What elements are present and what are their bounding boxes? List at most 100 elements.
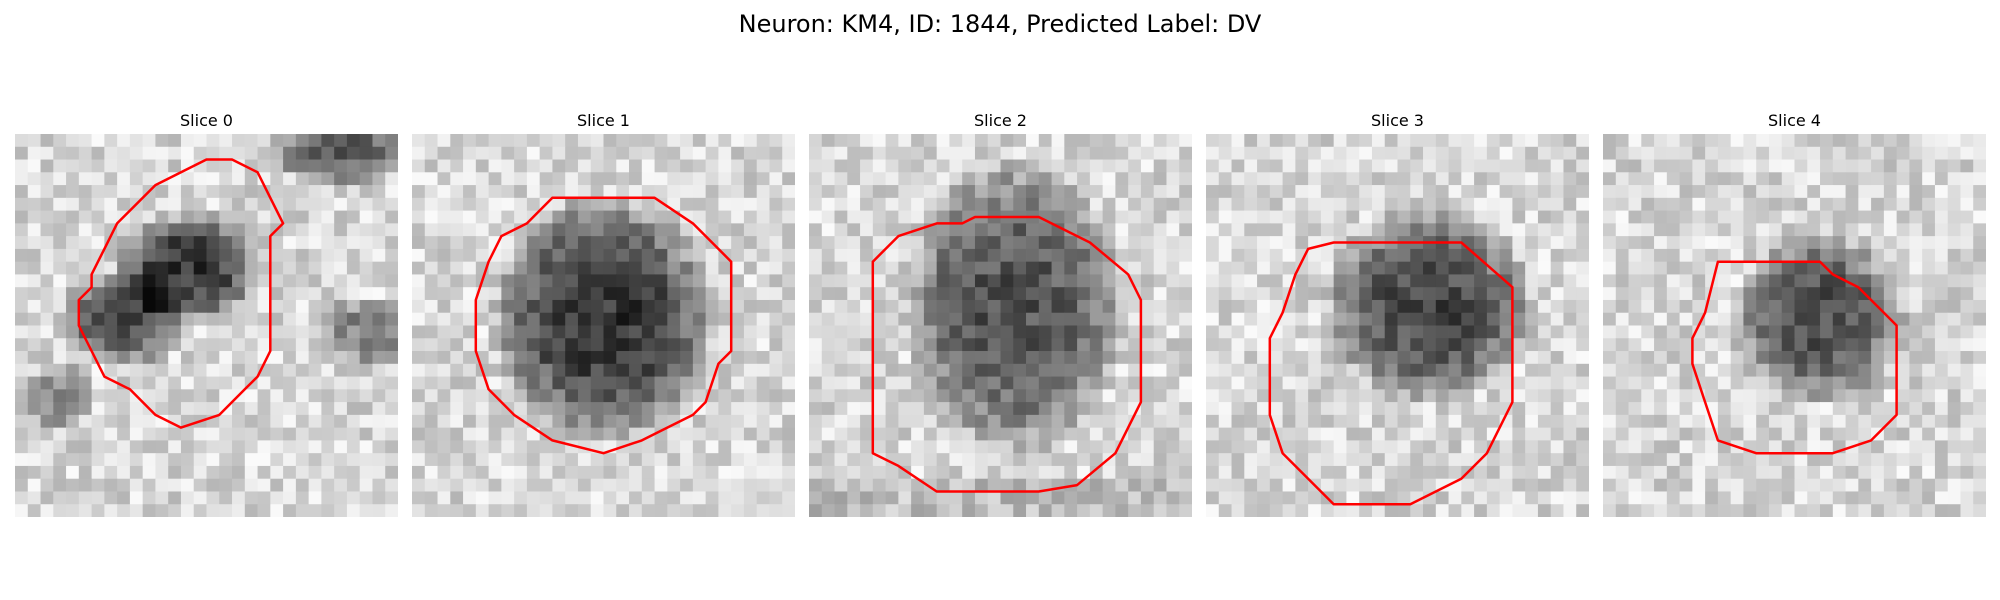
pixel-cell bbox=[1231, 146, 1245, 160]
pixel-cell bbox=[667, 287, 681, 301]
pixel-cell bbox=[731, 376, 745, 390]
pixel-cell bbox=[15, 236, 29, 250]
pixel-cell bbox=[104, 414, 118, 429]
pixel-cell bbox=[450, 185, 464, 199]
pixel-cell bbox=[1717, 427, 1732, 441]
pixel-cell bbox=[526, 248, 541, 263]
pixel-cell bbox=[1973, 351, 1986, 365]
pixel-cell bbox=[1410, 478, 1424, 492]
pixel-cell bbox=[1922, 351, 1936, 365]
pixel-cell bbox=[1947, 351, 1961, 365]
pixel-cell bbox=[1231, 478, 1245, 492]
pixel-cell bbox=[1166, 453, 1180, 467]
pixel-cell bbox=[385, 504, 398, 517]
pixel-cell bbox=[1140, 185, 1155, 199]
pixel-cell bbox=[847, 185, 861, 199]
pixel-cell bbox=[1000, 453, 1014, 467]
pixel-cell bbox=[1461, 440, 1475, 454]
pixel-cell bbox=[295, 351, 310, 365]
pixel-cell bbox=[219, 376, 233, 390]
pixel-cell bbox=[78, 299, 92, 314]
pixel-cell bbox=[1435, 172, 1449, 186]
pixel-cell bbox=[1756, 351, 1770, 365]
pixel-cell bbox=[463, 197, 477, 211]
pixel-cell bbox=[898, 197, 912, 211]
pixel-cell bbox=[654, 274, 668, 288]
pixel-cell bbox=[359, 299, 373, 314]
pixel-cell bbox=[1947, 236, 1961, 250]
pixel-cell bbox=[1077, 261, 1091, 275]
pixel-cell bbox=[27, 223, 41, 237]
pixel-cell bbox=[385, 325, 398, 339]
pixel-cell bbox=[552, 159, 566, 173]
pixel-cell bbox=[641, 338, 655, 352]
pixel-cell bbox=[91, 236, 105, 250]
pixel-cell bbox=[501, 491, 515, 505]
pixel-cell bbox=[577, 427, 592, 441]
pixel-cell bbox=[680, 248, 694, 263]
pixel-cell bbox=[1883, 197, 1898, 211]
pixel-cell bbox=[66, 146, 80, 160]
pixel-cell bbox=[1448, 312, 1462, 326]
pixel-cell bbox=[987, 197, 1001, 211]
pixel-cell bbox=[104, 478, 118, 492]
pixel-cell bbox=[1435, 427, 1449, 441]
pixel-cell bbox=[450, 338, 464, 352]
pixel-cell bbox=[514, 185, 528, 199]
pixel-cell bbox=[1269, 248, 1283, 263]
pixel-cell bbox=[501, 465, 515, 480]
pixel-cell bbox=[1077, 185, 1091, 199]
pixel-cell bbox=[629, 312, 643, 326]
pixel-cell bbox=[1308, 223, 1322, 237]
pixel-cell bbox=[962, 414, 976, 429]
pixel-cell bbox=[923, 261, 938, 275]
pixel-cell bbox=[1794, 172, 1808, 186]
pixel-cell bbox=[1384, 299, 1398, 314]
pixel-cell bbox=[1064, 134, 1078, 148]
pixel-cell bbox=[463, 504, 477, 517]
pixel-cell bbox=[488, 312, 502, 326]
pixel-cell bbox=[987, 414, 1001, 429]
pixel-cell bbox=[680, 414, 694, 429]
pixel-cell bbox=[539, 223, 553, 237]
pixel-cell bbox=[1692, 491, 1706, 505]
pixel-cell bbox=[1244, 134, 1258, 148]
pixel-cell bbox=[1435, 402, 1449, 416]
pixel-cell bbox=[1013, 248, 1027, 263]
pixel-cell bbox=[1717, 223, 1732, 237]
pixel-cell bbox=[142, 440, 156, 454]
pixel-cell bbox=[962, 287, 976, 301]
pixel-cell bbox=[27, 465, 41, 480]
pixel-cell bbox=[1461, 389, 1475, 403]
pixel-cell bbox=[295, 210, 310, 224]
pixel-cell bbox=[936, 478, 950, 492]
pixel-cell bbox=[911, 312, 925, 326]
pixel-cell bbox=[680, 274, 694, 288]
pixel-cell bbox=[1026, 299, 1040, 314]
pixel-cell bbox=[155, 146, 169, 160]
pixel-cell bbox=[1397, 274, 1411, 288]
pixel-cell bbox=[1781, 453, 1795, 467]
pixel-cell bbox=[219, 389, 233, 403]
pixel-cell bbox=[1563, 338, 1577, 352]
pixel-cell bbox=[1603, 287, 1617, 301]
pixel-cell bbox=[53, 478, 67, 492]
pixel-cell bbox=[1333, 146, 1347, 160]
pixel-cell bbox=[1537, 363, 1552, 377]
pixel-cell bbox=[1179, 274, 1192, 288]
pixel-cell bbox=[1679, 440, 1693, 454]
pixel-cell bbox=[641, 185, 655, 199]
pixel-cell bbox=[1384, 146, 1398, 160]
pixel-cell bbox=[219, 427, 233, 441]
pixel-cell bbox=[1461, 146, 1475, 160]
pixel-cell bbox=[514, 338, 528, 352]
pixel-cell bbox=[1115, 414, 1129, 429]
pixel-cell bbox=[1768, 210, 1783, 224]
pixel-cell bbox=[346, 414, 361, 429]
pixel-cell bbox=[1371, 274, 1386, 288]
pixel-cell bbox=[1692, 453, 1706, 467]
pixel-cell bbox=[641, 299, 655, 314]
pixel-cell bbox=[514, 312, 528, 326]
pixel-cell bbox=[219, 197, 233, 211]
pixel-cell bbox=[1000, 414, 1014, 429]
